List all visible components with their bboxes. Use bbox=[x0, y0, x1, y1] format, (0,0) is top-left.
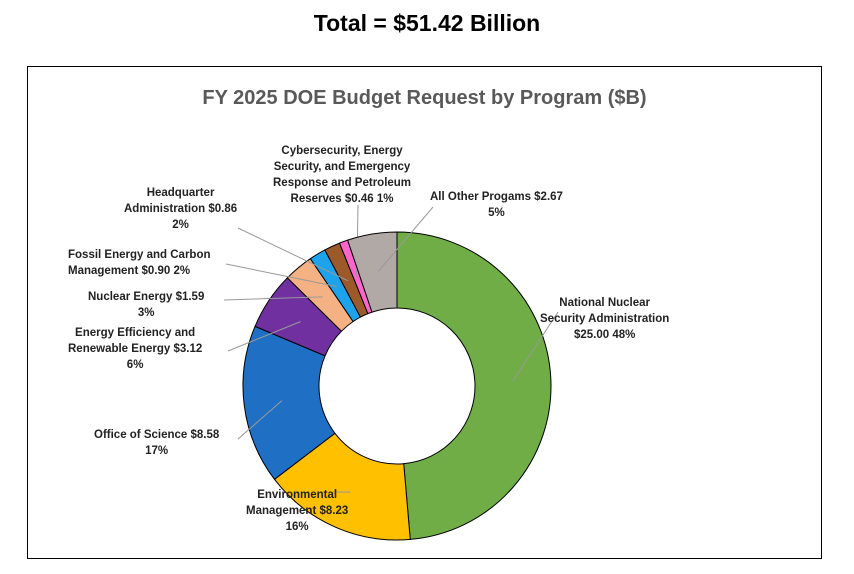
label-fecm: Fossil Energy and Carbon Management $0.90… bbox=[68, 247, 211, 279]
label-other: All Other Progams $2.67 5% bbox=[430, 189, 563, 221]
label-line: Fossil Energy and Carbon bbox=[68, 249, 211, 261]
chart-frame: FY 2025 DOE Budget Request by Program ($… bbox=[27, 66, 822, 559]
label-em: Environmental Management $8.23 16% bbox=[246, 487, 348, 535]
label-line: Renewable Energy $3.12 bbox=[68, 343, 203, 355]
donut-chart bbox=[223, 204, 559, 541]
label-line: Management $8.23 bbox=[246, 505, 349, 517]
label-line: 6% bbox=[126, 359, 144, 371]
label-line: Headquarter bbox=[146, 187, 215, 199]
leader-line-eere bbox=[227, 321, 301, 352]
leader-line-fecm bbox=[225, 263, 338, 288]
label-nnsa: National Nuclear Security Administration $… bbox=[540, 295, 669, 343]
label-line: 3% bbox=[137, 307, 155, 319]
label-sc: Office of Science $8.58 17% bbox=[94, 427, 219, 459]
label-line: 17% bbox=[145, 445, 169, 457]
label-line: Nuclear Energy $1.59 bbox=[88, 291, 205, 303]
label-line: $25.00 48% bbox=[573, 329, 636, 341]
label-eere: Energy Efficiency and Renewable Energy $3… bbox=[68, 325, 202, 373]
label-line: Environmental bbox=[257, 489, 338, 501]
label-hq: Headquarter Administration $0.86 2% bbox=[124, 185, 237, 233]
label-line: Office of Science $8.58 bbox=[94, 429, 220, 441]
label-line: Management $0.90 2% bbox=[68, 265, 191, 277]
slice-nnsa bbox=[396, 231, 552, 540]
label-line: 2% bbox=[172, 219, 189, 231]
label-line: Administration $0.86 bbox=[124, 203, 238, 215]
label-line: 5% bbox=[488, 207, 505, 219]
label-line: 16% bbox=[285, 521, 309, 533]
label-line: All Other Progams $2.67 bbox=[430, 191, 563, 203]
leader-line-hq bbox=[237, 227, 349, 282]
chart-title: FY 2025 DOE Budget Request by Program ($… bbox=[202, 87, 647, 109]
slice-other bbox=[347, 231, 398, 313]
label-line: Reserves $0.46 1% bbox=[290, 193, 394, 205]
label-ne: Nuclear Energy $1.59 3% bbox=[88, 289, 204, 321]
label-line: Energy Efficiency and bbox=[75, 327, 196, 339]
label-line: Cybersecurity, Energy bbox=[281, 145, 403, 157]
label-cesr: Cybersecurity, Energy Security, and Emerg… bbox=[273, 143, 411, 207]
total-title: Total = $51.42 Billion bbox=[313, 10, 541, 36]
label-line: National Nuclear bbox=[559, 297, 651, 309]
leader-line-nnsa bbox=[512, 311, 559, 382]
label-line: Security Administration bbox=[540, 313, 670, 325]
leader-line-sc bbox=[237, 400, 283, 440]
label-line: Security, and Emergency bbox=[273, 161, 411, 173]
label-line: Response and Petroleum bbox=[273, 177, 412, 189]
leader-line-ne bbox=[223, 296, 323, 301]
leader-line-other bbox=[377, 206, 434, 272]
